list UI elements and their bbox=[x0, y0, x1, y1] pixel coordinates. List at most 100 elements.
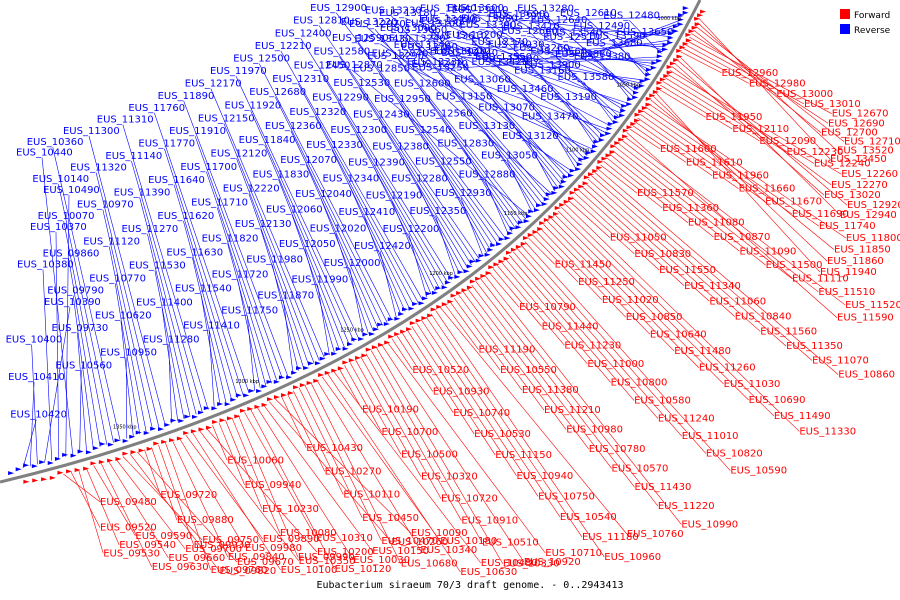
reverse-gene-label[interactable]: EUS_12640 bbox=[531, 15, 588, 26]
reverse-gene-label[interactable]: EUS_11920 bbox=[225, 100, 282, 111]
forward-gene-label[interactable]: EUS_12090 bbox=[759, 136, 816, 147]
forward-gene-label[interactable]: EUS_12260 bbox=[841, 169, 898, 180]
reverse-gene-label[interactable]: EUS_12370 bbox=[471, 37, 528, 48]
forward-gene-label[interactable]: EUS_10940 bbox=[517, 471, 574, 482]
forward-gene-label[interactable]: EUS_10740 bbox=[453, 408, 510, 419]
forward-gene-label[interactable]: EUS_11500 bbox=[766, 260, 823, 271]
forward-gene-label[interactable]: EUS_11340 bbox=[684, 281, 741, 292]
reverse-gene-label[interactable]: EUS_10420 bbox=[10, 410, 67, 421]
forward-gene-label[interactable]: EUS_10700 bbox=[382, 427, 439, 438]
reverse-gene-label[interactable]: EUS_11990 bbox=[291, 274, 348, 285]
forward-gene-label[interactable]: EUS_10120 bbox=[335, 564, 392, 575]
forward-gene-label[interactable]: EUS_09750 bbox=[202, 535, 259, 546]
reverse-gene-label[interactable]: EUS_13650 bbox=[617, 27, 674, 38]
forward-gene-label[interactable]: EUS_10680 bbox=[401, 559, 458, 570]
forward-gene-label[interactable]: EUS_10780 bbox=[589, 444, 646, 455]
reverse-gene-label[interactable]: EUS_12050 bbox=[279, 239, 336, 250]
forward-gene-label[interactable]: EUS_10580 bbox=[634, 396, 691, 407]
forward-gene-label[interactable]: EUS_10710 bbox=[545, 548, 602, 559]
reverse-gene-label[interactable]: EUS_11300 bbox=[63, 126, 120, 137]
forward-gene-label[interactable]: EUS_11740 bbox=[819, 221, 876, 232]
forward-gene-label[interactable]: EUS_10640 bbox=[650, 329, 707, 340]
reverse-gene-label[interactable]: EUS_12440 bbox=[441, 48, 498, 59]
reverse-gene-label[interactable]: EUS_11760 bbox=[128, 103, 185, 114]
reverse-gene-label[interactable]: EUS_11870 bbox=[257, 290, 314, 301]
reverse-gene-label[interactable]: EUS_13150 bbox=[436, 91, 493, 102]
reverse-gene-label[interactable]: EUS_13100 bbox=[405, 19, 462, 30]
reverse-gene-label[interactable]: EUS_13680 bbox=[586, 38, 643, 49]
forward-gene-label[interactable]: EUS_10760 bbox=[627, 529, 684, 540]
reverse-gene-label[interactable]: EUS_10620 bbox=[95, 310, 152, 321]
reverse-gene-label[interactable]: EUS_13600 bbox=[447, 3, 504, 14]
forward-gene-label[interactable]: EUS_11010 bbox=[682, 431, 739, 442]
forward-gene-label[interactable]: EUS_11940 bbox=[820, 267, 877, 278]
reverse-gene-label[interactable]: EUS_10440 bbox=[16, 148, 73, 159]
forward-gene-label[interactable]: EUS_11000 bbox=[587, 359, 644, 370]
reverse-gene-label[interactable]: EUS_12600 bbox=[394, 78, 451, 89]
forward-gene-label[interactable]: EUS_10990 bbox=[681, 519, 738, 530]
reverse-gene-label[interactable]: EUS_12530 bbox=[333, 78, 390, 89]
reverse-gene-label[interactable]: EUS_12200 bbox=[383, 224, 440, 235]
reverse-gene-label[interactable]: EUS_13880 bbox=[555, 49, 612, 60]
reverse-gene-label[interactable]: EUS_11980 bbox=[246, 255, 303, 266]
forward-gene-label[interactable]: EUS_09930 bbox=[194, 540, 251, 551]
reverse-gene-label[interactable]: EUS_12350 bbox=[410, 206, 467, 217]
forward-gene-label[interactable]: EUS_09590 bbox=[135, 531, 192, 542]
forward-gene-label[interactable]: EUS_11480 bbox=[674, 346, 731, 357]
reverse-gene-label[interactable]: EUS_11540 bbox=[175, 284, 232, 295]
forward-gene-label[interactable]: EUS_12710 bbox=[844, 137, 900, 148]
forward-gene-label[interactable]: EUS_11260 bbox=[699, 363, 756, 374]
reverse-gene-label[interactable]: EUS_12480 bbox=[603, 10, 660, 21]
reverse-gene-label[interactable]: EUS_12280 bbox=[391, 174, 448, 185]
forward-gene-label[interactable]: EUS_10590 bbox=[730, 466, 787, 477]
reverse-gene-label[interactable]: EUS_12550 bbox=[415, 156, 472, 167]
reverse-gene-label[interactable]: EUS_10400 bbox=[6, 335, 63, 346]
forward-gene-label[interactable]: EUS_09820 bbox=[219, 566, 276, 577]
reverse-gene-label[interactable]: EUS_12540 bbox=[395, 125, 452, 136]
reverse-gene-label[interactable]: EUS_13220 bbox=[341, 17, 398, 28]
forward-gene-label[interactable]: EUS_11250 bbox=[578, 277, 635, 288]
reverse-gene-label[interactable]: EUS_11820 bbox=[202, 233, 259, 244]
reverse-gene-label[interactable]: EUS_12070 bbox=[280, 155, 337, 166]
forward-gene-label[interactable]: EUS_11960 bbox=[712, 171, 769, 182]
forward-gene-label[interactable]: EUS_10230 bbox=[262, 504, 319, 515]
reverse-gene-label[interactable]: EUS_12810 bbox=[293, 16, 350, 27]
forward-gene-label[interactable]: EUS_11850 bbox=[834, 245, 891, 256]
forward-gene-label[interactable]: EUS_10540 bbox=[560, 512, 617, 523]
reverse-gene-label[interactable]: EUS_12040 bbox=[295, 189, 352, 200]
forward-gene-label[interactable]: EUS_13020 bbox=[824, 190, 881, 201]
reverse-gene-label[interactable]: EUS_12590 bbox=[332, 33, 389, 44]
reverse-gene-label[interactable]: EUS_13300 bbox=[482, 54, 539, 65]
reverse-gene-label[interactable]: EUS_13590 bbox=[589, 31, 646, 42]
forward-gene-label[interactable]: EUS_10100 bbox=[281, 565, 338, 576]
forward-gene-label[interactable]: EUS_11190 bbox=[479, 345, 536, 356]
reverse-gene-label[interactable]: EUS_12900 bbox=[310, 3, 367, 14]
reverse-gene-label[interactable]: EUS_10380 bbox=[17, 260, 74, 271]
reverse-gene-label[interactable]: EUS_13120 bbox=[502, 131, 559, 142]
reverse-gene-label[interactable]: EUS_12170 bbox=[185, 79, 242, 90]
reverse-gene-label[interactable]: EUS_13040 bbox=[430, 46, 487, 57]
reverse-gene-label[interactable]: EUS_12000 bbox=[324, 258, 381, 269]
reverse-gene-label[interactable]: EUS_12490 bbox=[573, 21, 630, 32]
reverse-gene-label[interactable]: EUS_10410 bbox=[8, 372, 65, 383]
reverse-gene-label[interactable]: EUS_09860 bbox=[43, 248, 100, 259]
forward-gene-label[interactable]: EUS_10430 bbox=[306, 443, 363, 454]
forward-gene-label[interactable]: EUS_13520 bbox=[837, 145, 894, 156]
forward-gene-label[interactable]: EUS_10310 bbox=[316, 533, 373, 544]
reverse-gene-label[interactable]: EUS_12320 bbox=[289, 107, 346, 118]
forward-gene-label[interactable]: EUS_10480 bbox=[481, 558, 538, 569]
forward-gene-label[interactable]: EUS_10910 bbox=[461, 516, 518, 527]
forward-gene-label[interactable]: EUS_10320 bbox=[421, 472, 478, 483]
reverse-gene-label[interactable]: EUS_12330 bbox=[306, 140, 363, 151]
forward-gene-label[interactable]: EUS_11570 bbox=[637, 188, 694, 199]
forward-gene-label[interactable]: EUS_10790 bbox=[519, 302, 576, 313]
forward-gene-label[interactable]: EUS_11550 bbox=[659, 265, 716, 276]
forward-gene-label[interactable]: EUS_12940 bbox=[840, 210, 897, 221]
reverse-gene-label[interactable]: EUS_13060 bbox=[454, 74, 511, 85]
forward-gene-label[interactable]: EUS_10860 bbox=[838, 370, 895, 381]
reverse-gene-label[interactable]: EUS_13030 bbox=[488, 39, 545, 50]
forward-gene-label[interactable]: EUS_09890 bbox=[263, 534, 320, 545]
reverse-gene-label[interactable]: EUS_13080 bbox=[461, 13, 518, 24]
forward-gene-label[interactable]: EUS_11220 bbox=[658, 501, 715, 512]
reverse-gene-label[interactable]: EUS_11310 bbox=[97, 115, 154, 126]
